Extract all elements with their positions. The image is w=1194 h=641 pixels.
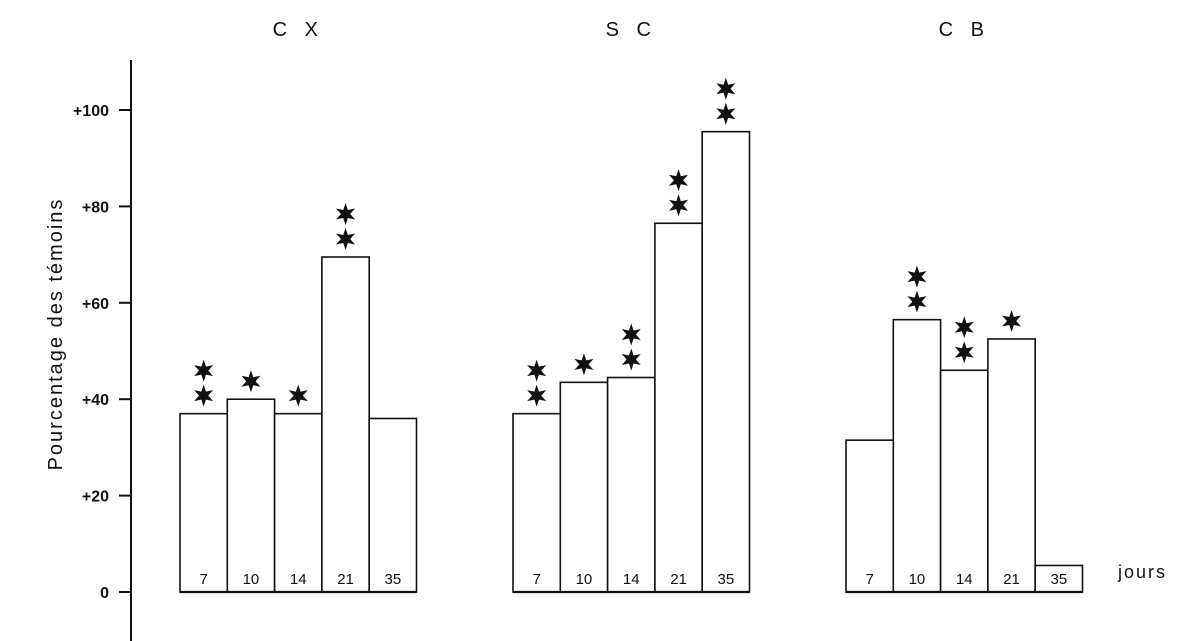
bar (559, 381, 609, 593)
x-unit-label: jours (1117, 562, 1167, 582)
bar (273, 412, 323, 593)
bar-category-label: 7 (865, 571, 873, 588)
bar-category-label: 14 (290, 571, 307, 588)
bar-category-label: 35 (385, 571, 402, 588)
group-title: C B (939, 19, 990, 41)
significance-star-icon (954, 341, 974, 364)
significance-star-icon (241, 370, 261, 393)
bar-category-label: 35 (1051, 571, 1068, 588)
y-axis-label: Pourcentage des témoins (45, 198, 67, 471)
significance-star-icon (716, 102, 736, 125)
bar-category-label: 14 (623, 571, 640, 588)
y-tick-label: +80 (82, 199, 109, 216)
group-title: C X (273, 19, 324, 41)
bar (939, 369, 989, 593)
y-tick-label: +20 (82, 489, 109, 506)
significance-star-icon (669, 194, 689, 217)
significance-star-icon (669, 169, 689, 192)
significance-star-icon (574, 353, 594, 376)
significance-star-icon (194, 384, 214, 407)
bar-category-label: 35 (718, 571, 735, 588)
significance-star-icon (336, 228, 356, 251)
significance-star-icon (336, 203, 356, 226)
bar (606, 376, 656, 593)
y-tick-label: +40 (82, 392, 109, 409)
significance-stars (194, 77, 1022, 407)
bar-category-label: 7 (532, 571, 540, 588)
bars: 7 10 14 21 35 7 10 14 21 35 7 10 14 21 35 (179, 130, 1084, 594)
significance-star-icon (954, 316, 974, 339)
bar-category-label: 21 (337, 571, 354, 588)
bar-category-label: 21 (670, 571, 687, 588)
significance-star-icon (1002, 309, 1022, 332)
bar (845, 439, 895, 593)
bar-category-label: 7 (199, 571, 207, 588)
bar-category-label: 10 (909, 571, 926, 588)
bar (512, 412, 562, 593)
y-tick-label: +60 (82, 296, 109, 313)
significance-star-icon (621, 323, 641, 346)
bar (226, 398, 276, 593)
significance-star-icon (527, 359, 547, 382)
significance-star-icon (527, 384, 547, 407)
significance-star-icon (907, 265, 927, 288)
bar-category-label: 14 (956, 571, 973, 588)
significance-star-icon (621, 348, 641, 371)
bar-category-label: 10 (576, 571, 593, 588)
significance-star-icon (907, 290, 927, 313)
significance-star-icon (194, 359, 214, 382)
bar (321, 256, 370, 593)
y-tick-label: 0 (100, 585, 109, 602)
significance-star-icon (288, 384, 308, 407)
bar-category-label: 21 (1003, 571, 1020, 588)
y-axis: 0 +20 +40 +60 +80 +100 (73, 60, 132, 641)
bar (654, 222, 704, 593)
bar (987, 338, 1037, 593)
bar-category-label: 10 (243, 571, 260, 588)
group-title: S C (606, 19, 657, 41)
bar (892, 318, 942, 593)
y-tick-label: +100 (73, 103, 109, 120)
bar (1034, 564, 1084, 593)
bar (701, 130, 751, 593)
significance-star-icon (716, 77, 736, 100)
bar (179, 412, 229, 593)
bar (368, 417, 418, 593)
